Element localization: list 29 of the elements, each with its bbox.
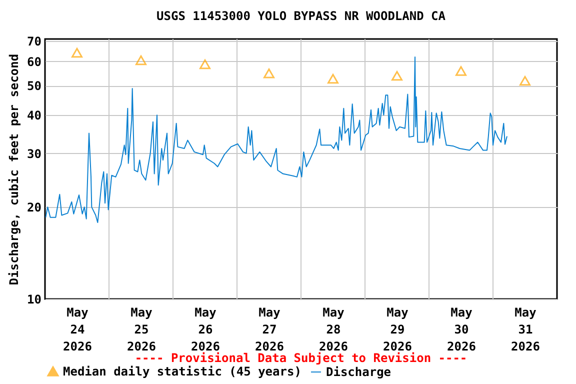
y-tick-label: 70 <box>27 34 42 48</box>
y-tick-label: 20 <box>27 200 42 215</box>
point <box>520 76 530 86</box>
y-tick-label: 10 <box>27 292 42 306</box>
line-series <box>45 56 508 224</box>
point <box>328 74 338 84</box>
x-tick-label: May 24 2026 <box>63 306 92 354</box>
x-tick-label: May 30 2026 <box>447 306 476 354</box>
point <box>200 59 210 70</box>
point <box>136 55 146 66</box>
legend-label: Median daily statistic (45 years) <box>63 364 302 378</box>
x-tick-label: May 28 2026 <box>319 306 348 354</box>
x-tick-label: May 26 2026 <box>191 306 220 354</box>
x-tick-label: May 27 2026 <box>255 306 284 354</box>
legend-label: Discharge <box>326 365 392 379</box>
text: ---- Provisional Data Subject to Revision ---- <box>134 351 468 365</box>
y-tick-label: 40 <box>27 108 42 123</box>
point <box>264 68 274 78</box>
chart-title: USGS 11453000 YOLO BYPASS NR WOODLAND CA <box>156 8 446 23</box>
y-tick-label: 30 <box>27 146 42 161</box>
x-tick-label: May 25 2026 <box>127 306 156 354</box>
y-axis-title: Discharge, cubic feet per second <box>7 54 22 286</box>
x-tick-label: May 31 2026 <box>511 306 540 354</box>
x-tick-label: May 29 2026 <box>383 306 412 354</box>
point <box>72 48 82 58</box>
y-tick-label: 60 <box>27 54 42 69</box>
point <box>456 66 466 76</box>
point <box>392 70 402 81</box>
y-tick-label: 50 <box>27 79 42 94</box>
